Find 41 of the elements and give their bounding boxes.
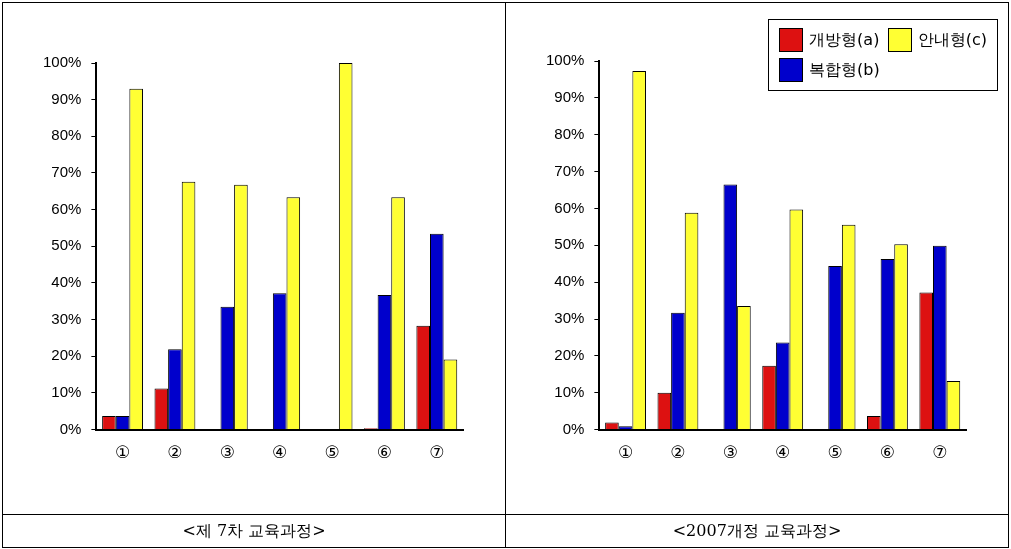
y-tick-label: 90% <box>51 89 82 107</box>
x-tick-label: ③ <box>219 442 235 463</box>
x-tick-label: ④ <box>272 442 288 463</box>
y-tick-label: 90% <box>554 88 585 105</box>
y-tick-label: 40% <box>554 272 585 290</box>
x-tick-label: ② <box>670 442 686 463</box>
y-tick-label: 70% <box>554 161 585 179</box>
text: <2007개정 교육과정> <box>506 514 1008 548</box>
y-tick-label: 40% <box>51 273 82 291</box>
y-tick-label: 50% <box>51 236 82 254</box>
x-tick-label: ① <box>617 442 634 463</box>
y-tick-label: 0% <box>59 419 82 437</box>
legend-label: 안내형(c) <box>917 29 987 51</box>
y-tick-label: 60% <box>51 199 82 217</box>
y-tick-label: 70% <box>51 163 82 181</box>
x-tick-label: ⑥ <box>879 442 896 463</box>
x-tick-label: ② <box>167 442 183 463</box>
y-tick-label: 20% <box>51 346 82 364</box>
x-tick-label: ⑤ <box>827 442 843 463</box>
legend-label: 개방형(a) <box>809 29 880 51</box>
y-tick-label: 10% <box>554 382 585 400</box>
y-tick-label: 30% <box>51 309 82 327</box>
legend-label: 복합형(b) <box>809 59 880 81</box>
x-tick-label: ⑤ <box>324 442 340 463</box>
x-tick-label: ③ <box>722 442 738 463</box>
x-tick-label: ⑥ <box>376 442 393 463</box>
y-tick-label: 50% <box>554 235 585 253</box>
x-tick-label: ⑦ <box>932 442 948 463</box>
y-tick-label: 80% <box>51 126 82 144</box>
y-tick-label: 100% <box>545 51 585 69</box>
y-tick-label: 0% <box>562 419 585 437</box>
y-tick-label: 20% <box>554 346 585 364</box>
y-tick-label: 10% <box>51 383 82 401</box>
y-tick-label: 30% <box>554 309 585 327</box>
y-tick-label: 80% <box>554 124 585 142</box>
y-tick-label: 100% <box>42 53 82 71</box>
x-tick-label: ⑦ <box>429 442 445 463</box>
y-tick-label: 60% <box>554 198 585 216</box>
x-tick-label: ④ <box>775 442 791 463</box>
x-tick-label: ① <box>114 442 131 463</box>
text: <제 7차 교육과정> <box>3 514 505 548</box>
